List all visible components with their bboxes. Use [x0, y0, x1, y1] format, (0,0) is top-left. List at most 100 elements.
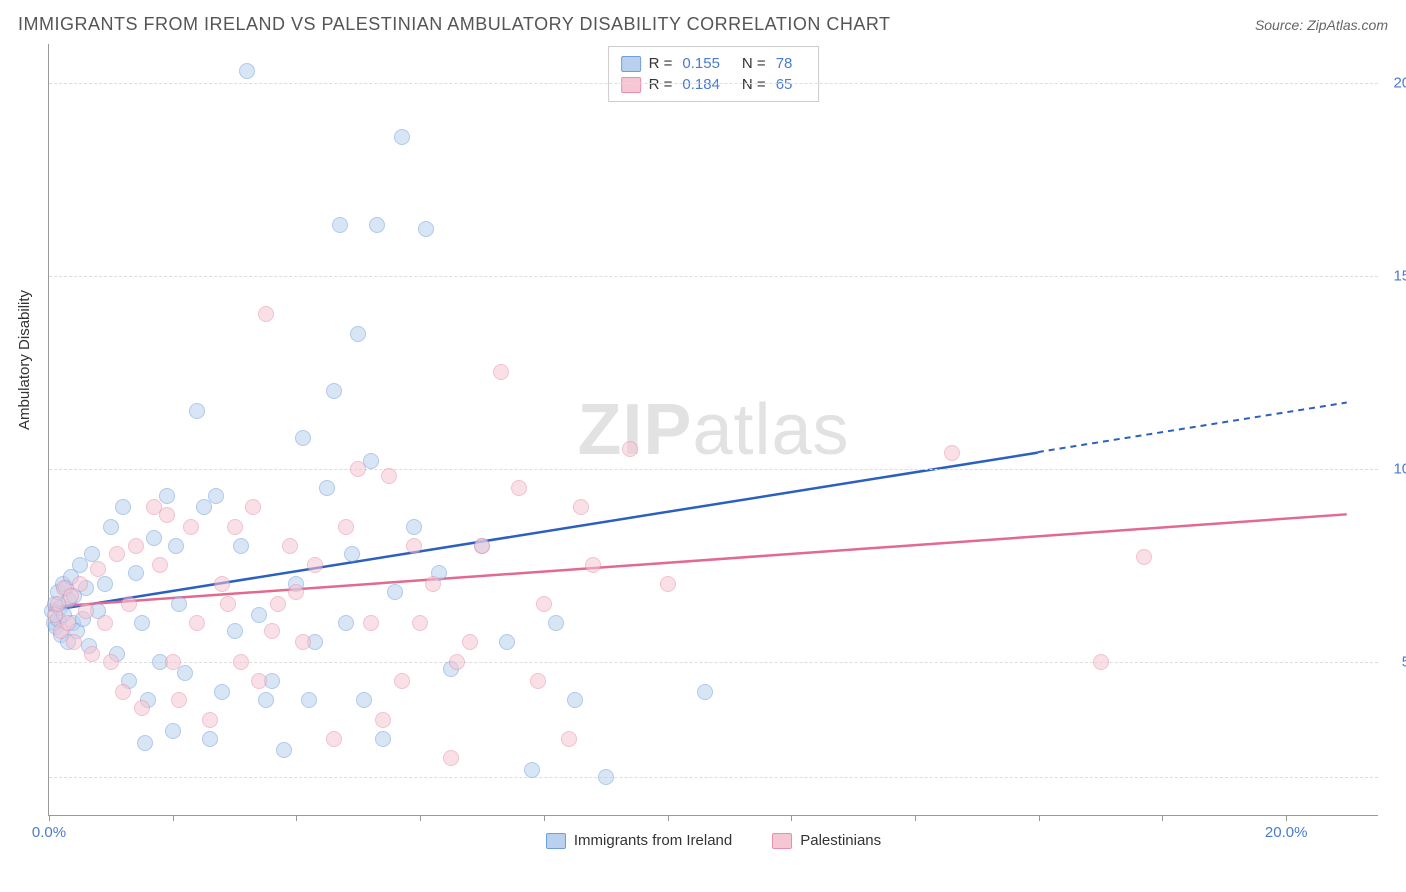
legend-r-value: 0.155	[682, 55, 720, 72]
scatter-point	[227, 623, 243, 639]
watermark: ZIPatlas	[577, 389, 849, 471]
legend-n-label: N =	[742, 76, 766, 93]
x-tick	[173, 815, 174, 821]
scatter-point	[152, 557, 168, 573]
scatter-point	[567, 692, 583, 708]
scatter-point	[548, 615, 564, 631]
scatter-point	[84, 646, 100, 662]
trend-lines	[49, 44, 1378, 815]
source-attribution: Source: ZipAtlas.com	[1255, 17, 1388, 33]
scatter-point	[598, 769, 614, 785]
scatter-point	[159, 507, 175, 523]
legend-item: Immigrants from Ireland	[546, 832, 732, 849]
legend-item: Palestinians	[772, 832, 881, 849]
legend-series-name: Immigrants from Ireland	[574, 832, 732, 849]
scatter-point	[350, 326, 366, 342]
scatter-point	[449, 654, 465, 670]
scatter-point	[214, 576, 230, 592]
scatter-point	[233, 538, 249, 554]
scatter-point	[412, 615, 428, 631]
scatter-point	[697, 684, 713, 700]
legend-r-value: 0.184	[682, 76, 720, 93]
scatter-point	[60, 615, 76, 631]
legend-swatch	[772, 833, 792, 849]
plot-area: ZIPatlas R =0.155N =78R =0.184N =65 Immi…	[48, 44, 1378, 816]
x-tick	[1286, 815, 1287, 821]
scatter-point	[208, 488, 224, 504]
scatter-point	[462, 634, 478, 650]
scatter-point	[622, 441, 638, 457]
y-tick-label: 20.0%	[1384, 74, 1406, 91]
scatter-point	[202, 712, 218, 728]
scatter-point	[202, 731, 218, 747]
scatter-point	[418, 221, 434, 237]
scatter-point	[239, 63, 255, 79]
legend-r-label: R =	[649, 76, 673, 93]
scatter-point	[363, 615, 379, 631]
scatter-point	[326, 731, 342, 747]
scatter-point	[394, 673, 410, 689]
scatter-point	[536, 596, 552, 612]
x-tick	[668, 815, 669, 821]
legend-r-label: R =	[649, 55, 673, 72]
scatter-point	[511, 480, 527, 496]
scatter-point	[128, 565, 144, 581]
scatter-point	[171, 596, 187, 612]
legend-row: R =0.155N =78	[621, 53, 807, 74]
scatter-point	[326, 383, 342, 399]
scatter-point	[189, 615, 205, 631]
scatter-point	[258, 692, 274, 708]
scatter-point	[338, 615, 354, 631]
x-tick-label: 20.0%	[1265, 824, 1308, 841]
scatter-point	[394, 129, 410, 145]
scatter-point	[944, 445, 960, 461]
legend-n-label: N =	[742, 55, 766, 72]
y-tick-label: 15.0%	[1384, 267, 1406, 284]
legend-n-value: 65	[776, 76, 793, 93]
scatter-point	[338, 519, 354, 535]
scatter-point	[72, 576, 88, 592]
scatter-point	[233, 654, 249, 670]
scatter-point	[660, 576, 676, 592]
scatter-point	[251, 673, 267, 689]
scatter-point	[530, 673, 546, 689]
legend-series-name: Palestinians	[800, 832, 881, 849]
scatter-point	[282, 538, 298, 554]
legend-swatch	[621, 56, 641, 72]
x-tick	[791, 815, 792, 821]
scatter-point	[561, 731, 577, 747]
scatter-point	[356, 692, 372, 708]
scatter-point	[319, 480, 335, 496]
scatter-point	[369, 217, 385, 233]
scatter-point	[585, 557, 601, 573]
y-axis-label: Ambulatory Disability	[16, 290, 33, 430]
scatter-point	[406, 519, 422, 535]
x-tick	[544, 815, 545, 821]
gridline	[49, 777, 1378, 778]
scatter-point	[295, 634, 311, 650]
scatter-point	[72, 557, 88, 573]
scatter-point	[1136, 549, 1152, 565]
scatter-point	[258, 306, 274, 322]
scatter-point	[474, 538, 490, 554]
scatter-point	[350, 461, 366, 477]
gridline	[49, 276, 1378, 277]
scatter-point	[245, 499, 261, 515]
y-tick-label: 5.0%	[1384, 653, 1406, 670]
scatter-point	[276, 742, 292, 758]
scatter-point	[387, 584, 403, 600]
chart-title: IMMIGRANTS FROM IRELAND VS PALESTINIAN A…	[18, 14, 891, 35]
x-tick	[296, 815, 297, 821]
scatter-point	[425, 576, 441, 592]
scatter-point	[121, 596, 137, 612]
legend-swatch	[621, 77, 641, 93]
scatter-point	[301, 692, 317, 708]
scatter-point	[381, 468, 397, 484]
scatter-point	[344, 546, 360, 562]
scatter-point	[183, 519, 199, 535]
legend-swatch	[546, 833, 566, 849]
scatter-point	[128, 538, 144, 554]
x-tick-label: 0.0%	[32, 824, 66, 841]
scatter-point	[171, 692, 187, 708]
x-tick	[420, 815, 421, 821]
